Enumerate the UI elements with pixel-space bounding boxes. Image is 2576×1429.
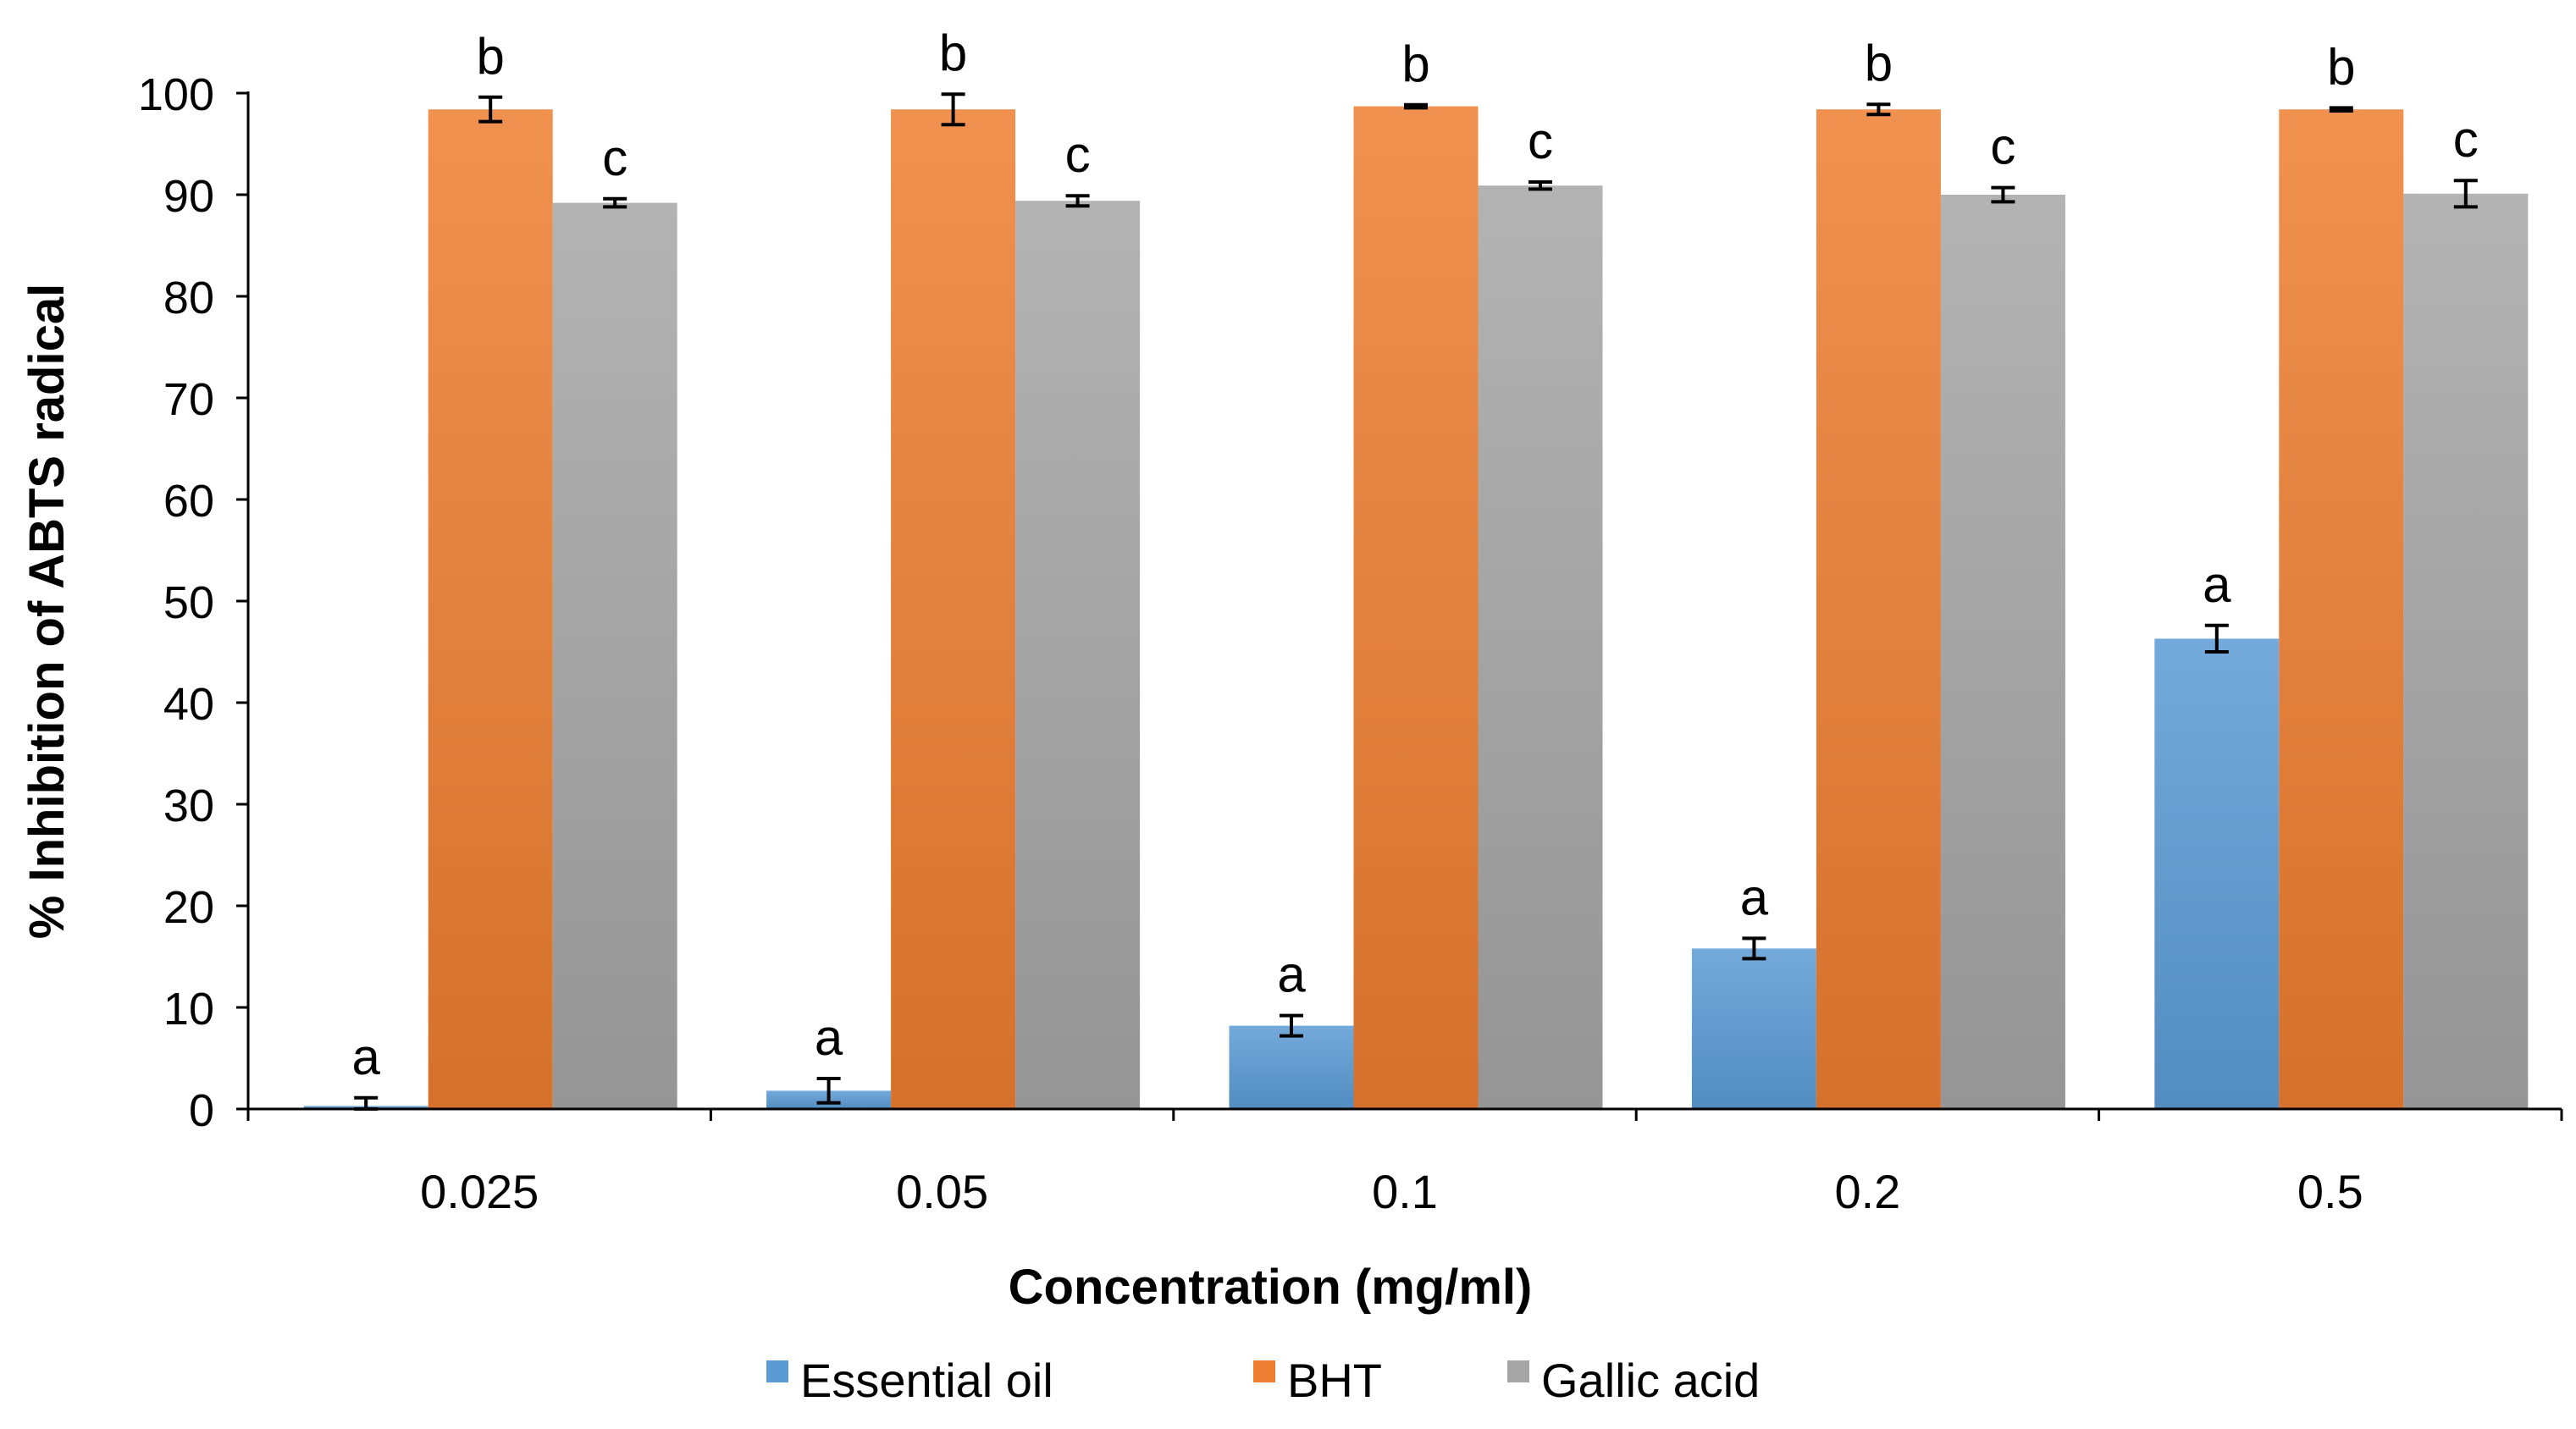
y-tick-label: 30 <box>163 781 214 831</box>
legend-swatch <box>766 1360 788 1382</box>
significance-letter: a <box>1277 946 1306 1003</box>
y-tick-label: 70 <box>163 374 214 425</box>
significance-letter: c <box>1990 119 2015 175</box>
x-tick-label: 0.05 <box>896 1165 988 1218</box>
significance-letter: c <box>2453 111 2479 168</box>
significance-letter: a <box>352 1029 381 1085</box>
legend-item: Essential oil <box>766 1354 1053 1407</box>
error-bar <box>1991 185 2015 204</box>
significance-letters-layer: a a a a a b b b b b c c c c c <box>352 25 2479 1085</box>
legend-label: Essential oil <box>800 1354 1053 1407</box>
legend-item: BHT <box>1253 1354 1382 1407</box>
x-tick-label: 0.1 <box>1372 1165 1438 1218</box>
bar-gallic-acid-0.2 <box>1940 195 2065 1109</box>
error-bar <box>2204 623 2229 654</box>
y-axis-title: % Inhibition of ABTS radical <box>19 284 75 939</box>
bar-bht-0.05 <box>891 109 1016 1110</box>
significance-letter: c <box>1065 126 1091 183</box>
axes-layer: 0 10 20 30 40 50 60 70 80 90 100 0.025 0.05 0.1 0.2 0.5 <box>138 69 2563 1218</box>
y-tick-label: 60 <box>163 476 214 527</box>
y-tick-label: 90 <box>163 171 214 222</box>
y-tick-label: 10 <box>163 984 214 1035</box>
error-bar <box>1280 1013 1303 1038</box>
significance-letter: b <box>939 25 967 81</box>
error-bar <box>816 1077 841 1105</box>
significance-letter: a <box>815 1009 843 1066</box>
bar-essential-oil-0.1 <box>1229 1025 1354 1109</box>
error-bar <box>1065 194 1090 208</box>
legend-swatch <box>1253 1360 1275 1382</box>
error-bar <box>2453 179 2478 209</box>
significance-letter: b <box>1865 35 1893 91</box>
y-tick-label: 50 <box>163 577 214 628</box>
x-tick-label: 0.5 <box>2297 1165 2363 1218</box>
y-tick-label: 40 <box>163 679 214 730</box>
error-bar <box>1866 102 1891 117</box>
bar-gallic-acid-0.025 <box>552 202 677 1110</box>
bar-bht-0.5 <box>2279 109 2404 1110</box>
bar-bht-0.2 <box>1816 109 1941 1110</box>
significance-letter: c <box>602 130 627 186</box>
error-bar <box>603 196 627 209</box>
y-tick-label: 100 <box>138 69 214 120</box>
bar-essential-oil-0.5 <box>2154 638 2280 1109</box>
significance-letter: c <box>1528 113 1553 169</box>
error-bar <box>2329 106 2353 113</box>
x-axis-title: Concentration (mg/ml) <box>1009 1260 1533 1315</box>
error-bar <box>1528 180 1552 191</box>
bar-bht-0.1 <box>1353 106 1479 1110</box>
legend-label: Gallic acid <box>1541 1354 1760 1407</box>
error-bar <box>354 1095 379 1111</box>
error-bar <box>478 95 503 124</box>
error-bar <box>1742 936 1766 961</box>
significance-letter: a <box>1740 869 1769 925</box>
bars-layer <box>303 106 2529 1110</box>
legend-label: BHT <box>1287 1354 1382 1407</box>
x-tick-label: 0.2 <box>1834 1165 1900 1218</box>
significance-letter: b <box>2327 38 2355 95</box>
legend: Essential oil BHT Gallic acid <box>766 1354 1760 1407</box>
legend-swatch <box>1507 1360 1529 1382</box>
bar-bht-0.025 <box>428 109 553 1110</box>
error-bars-layer <box>354 92 2478 1111</box>
y-tick-label: 20 <box>163 882 214 933</box>
bar-gallic-acid-0.5 <box>2403 193 2529 1109</box>
y-tick-label: 80 <box>163 273 214 323</box>
significance-letter: b <box>477 28 505 85</box>
significance-letter: a <box>2203 556 2231 613</box>
significance-letter: b <box>1401 36 1429 92</box>
x-tick-label: 0.025 <box>420 1165 539 1218</box>
y-tick-label: 0 <box>189 1085 214 1136</box>
legend-item: Gallic acid <box>1507 1354 1760 1407</box>
error-bar <box>941 92 965 127</box>
bar-essential-oil-0.2 <box>1691 948 1816 1109</box>
error-bar <box>1404 102 1428 110</box>
bar-gallic-acid-0.1 <box>1478 185 1603 1110</box>
bar-gallic-acid-0.05 <box>1015 201 1141 1110</box>
